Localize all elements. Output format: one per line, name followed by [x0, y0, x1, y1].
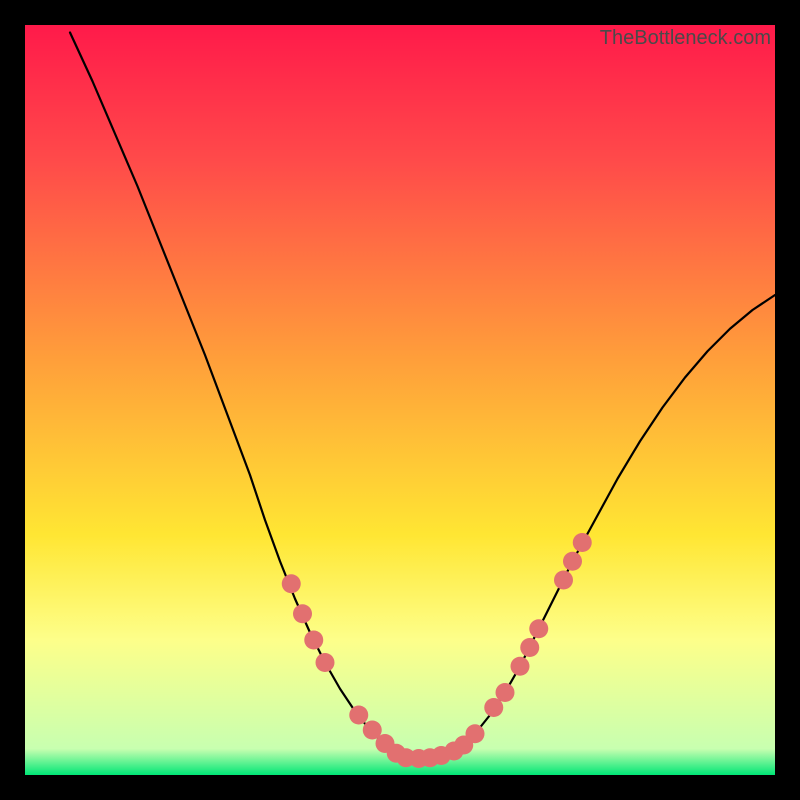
data-marker: [563, 552, 582, 571]
data-marker: [349, 706, 368, 725]
data-marker: [573, 533, 592, 552]
data-marker: [529, 619, 548, 638]
bottleneck-curve: [70, 33, 775, 759]
data-marker: [520, 638, 539, 657]
data-marker: [304, 631, 323, 650]
watermark-text: TheBottleneck.com: [29, 27, 771, 50]
data-marker: [484, 698, 503, 717]
data-marker: [466, 724, 485, 743]
data-marker: [293, 604, 312, 623]
data-marker: [282, 574, 301, 593]
data-marker: [554, 571, 573, 590]
data-marker: [511, 657, 530, 676]
chart-svg: [0, 0, 800, 800]
chart-frame: TheBottleneck.com: [0, 0, 800, 800]
data-marker: [496, 683, 515, 702]
data-marker: [316, 653, 335, 672]
